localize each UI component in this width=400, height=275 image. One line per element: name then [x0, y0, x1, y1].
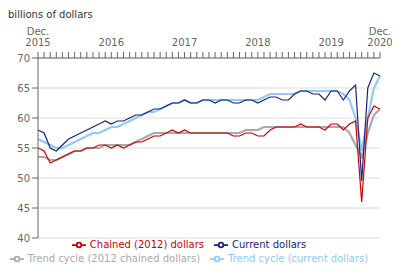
- html-text:Trend cycle (2012 chained doll: Trend cycle (2012 chained dollars): [27, 253, 201, 264]
- svg-text:70: 70: [17, 53, 30, 64]
- svg-text:2019: 2019: [318, 37, 343, 48]
- svg-text:60: 60: [17, 113, 30, 124]
- svg-text:55: 55: [17, 143, 30, 154]
- svg-text:2016: 2016: [99, 37, 124, 48]
- html-text:Chained (2012) dollars: Chained (2012) dollars: [89, 239, 204, 250]
- html-text:Trend cycle (current dollars): Trend cycle (current dollars): [228, 253, 369, 264]
- html-text:Current dollars: Current dollars: [232, 239, 307, 250]
- svg-text:40: 40: [17, 233, 30, 244]
- svg-text:Dec.2020: Dec.2020: [367, 26, 392, 48]
- svg-text:2018: 2018: [245, 37, 270, 48]
- svg-text:45: 45: [17, 203, 30, 214]
- html-text:billions of dollars: billions of dollars: [8, 9, 93, 20]
- svg-text:50: 50: [17, 173, 30, 184]
- svg-text:2017: 2017: [172, 37, 197, 48]
- svg-text:Dec.2015: Dec.2015: [25, 26, 50, 48]
- svg-text:65: 65: [17, 83, 30, 94]
